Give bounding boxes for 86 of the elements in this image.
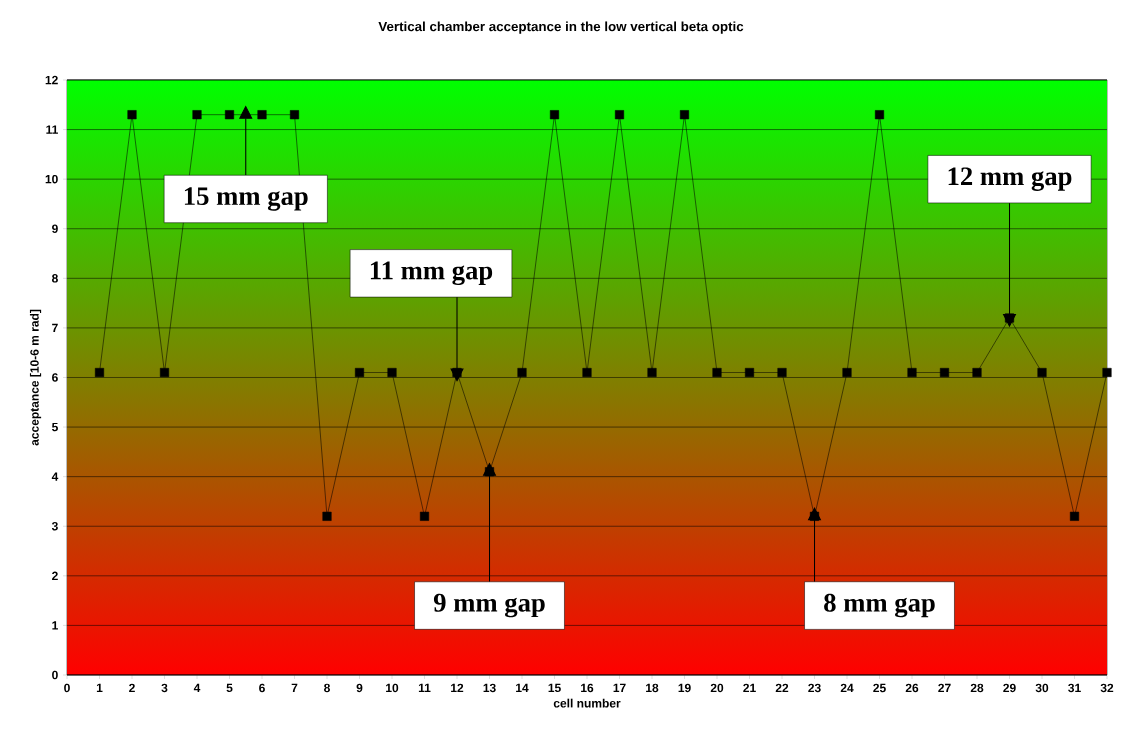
point xyxy=(192,110,202,120)
point xyxy=(419,511,430,521)
annotation: 9 mm gap xyxy=(433,593,545,618)
point xyxy=(1004,313,1015,323)
x-tick-label: 17 xyxy=(613,683,626,692)
x-tick-label: 29 xyxy=(1003,683,1016,693)
y-tick-label: 6 xyxy=(52,373,58,382)
point xyxy=(907,367,917,378)
point xyxy=(159,367,170,378)
point xyxy=(127,110,137,120)
y-tick-label: 10 xyxy=(45,174,58,184)
x-tick-label: 8 xyxy=(324,683,330,693)
x-tick-label: 6 xyxy=(259,683,265,693)
y-axis-title: acceptance [10-6 m rad] xyxy=(29,309,42,446)
x-tick-label: 4 xyxy=(193,683,201,692)
x-tick-label: 20 xyxy=(710,683,724,693)
point xyxy=(94,367,105,378)
x-tick-label: 24 xyxy=(840,683,854,693)
x-tick-label: 7 xyxy=(291,683,298,692)
x-tick-label: 16 xyxy=(581,683,594,693)
point xyxy=(679,110,690,120)
y-tick-label: 8 xyxy=(52,274,58,283)
point xyxy=(549,110,560,120)
y-tick-label: 7 xyxy=(52,323,58,333)
point xyxy=(614,110,625,120)
point xyxy=(582,367,592,378)
point xyxy=(452,367,462,378)
point xyxy=(322,511,332,521)
point xyxy=(354,367,365,378)
y-tick-label: 4 xyxy=(51,472,59,481)
point xyxy=(842,367,852,378)
x-tick-label: 2 xyxy=(129,683,135,693)
x-tick-label: 10 xyxy=(386,683,399,693)
x-tick-label: 11 xyxy=(418,683,431,692)
point xyxy=(647,367,657,378)
point xyxy=(289,110,300,120)
x-tick-label: 25 xyxy=(873,683,886,693)
x-tick-label: 18 xyxy=(646,683,659,693)
point xyxy=(712,367,722,378)
x-tick-label: 21 xyxy=(743,683,756,693)
x-axis-title: cell number xyxy=(553,698,621,708)
point xyxy=(257,110,267,120)
annotation: 11 mm gap xyxy=(370,261,493,286)
y-tick-label: 9 xyxy=(52,224,58,233)
x-tick-label: 27 xyxy=(938,683,951,693)
x-tick-label: 31 xyxy=(1068,683,1081,693)
point xyxy=(874,110,885,120)
point xyxy=(387,367,397,378)
chart-title: Vertical chamber acceptance in the low vertical beta optic xyxy=(378,21,744,34)
y-tick-label: 12 xyxy=(45,75,58,85)
y-tick-label: 0 xyxy=(52,670,58,680)
point xyxy=(972,367,982,378)
x-tick-label: 12 xyxy=(451,683,464,693)
x-tick-label: 1 xyxy=(96,683,103,692)
point xyxy=(1102,367,1112,378)
point xyxy=(744,367,755,378)
point xyxy=(777,367,787,378)
annotation: 15 mm gap xyxy=(184,187,308,211)
x-tick-label: 15 xyxy=(548,683,561,693)
y-tick-label: 5 xyxy=(52,422,58,432)
x-tick-label: 32 xyxy=(1100,683,1114,693)
y-tick-label: 11 xyxy=(46,125,58,134)
point xyxy=(1069,511,1080,521)
annotation: 12 mm gap xyxy=(948,167,1072,191)
x-tick-label: 23 xyxy=(808,683,821,693)
x-tick-label: 14 xyxy=(516,683,529,692)
point xyxy=(939,367,950,378)
y-tick-label: 3 xyxy=(51,521,58,531)
point xyxy=(809,511,820,521)
x-tick-label: 13 xyxy=(483,683,496,693)
x-tick-label: 0 xyxy=(64,683,70,693)
y-tick-label: 1 xyxy=(52,621,58,630)
x-tick-label: 30 xyxy=(1035,683,1049,693)
annotation: 8 mm gap xyxy=(824,593,935,618)
x-tick-label: 26 xyxy=(905,683,919,693)
point xyxy=(484,467,495,477)
x-tick-label: 19 xyxy=(678,683,691,693)
x-tick-label: 22 xyxy=(775,683,789,693)
x-tick-label: 9 xyxy=(356,683,363,693)
x-tick-label: 28 xyxy=(970,683,984,693)
x-tick-label: 3 xyxy=(161,683,168,693)
point xyxy=(1037,367,1047,378)
y-tick-label: 2 xyxy=(52,571,58,581)
x-tick-label: 5 xyxy=(226,683,233,693)
point xyxy=(224,110,235,120)
point xyxy=(517,367,527,378)
